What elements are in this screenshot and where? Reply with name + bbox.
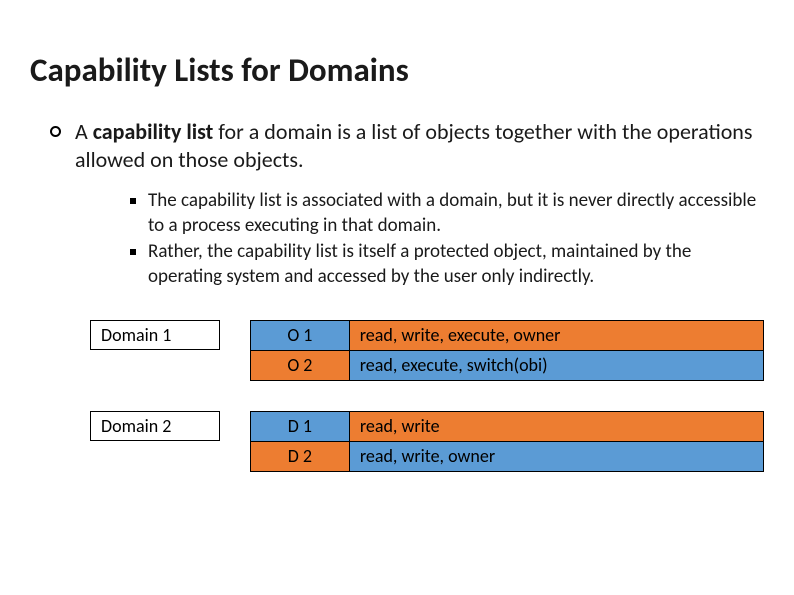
square-bullet-icon (130, 249, 136, 255)
sub-bullet-list: The capability list is associated with a… (130, 189, 764, 290)
sub-bullet-text: Rather, the capability list is itself a … (148, 240, 764, 289)
main-text-pre: A (75, 118, 93, 145)
table-row: D 2 read, write, owner (251, 441, 764, 471)
capability-table: O 1 read, write, execute, owner O 2 read… (250, 320, 764, 381)
slide-title: Capability Lists for Domains (30, 50, 764, 90)
domain-block: Domain 2 D 1 read, write D 2 read, write… (90, 411, 764, 472)
sub-bullet-text: The capability list is associated with a… (148, 189, 764, 238)
domain-block: Domain 1 O 1 read, write, execute, owner… (90, 320, 764, 381)
sub-bullet-item: Rather, the capability list is itself a … (130, 240, 764, 289)
object-cell: O 1 (251, 320, 350, 350)
main-bullet-item: A capability list for a domain is a list… (50, 118, 764, 173)
capability-table: D 1 read, write D 2 read, write, owner (250, 411, 764, 472)
ops-cell: read, write, owner (349, 441, 763, 471)
sub-bullet-item: The capability list is associated with a… (130, 189, 764, 238)
domain-label: Domain 2 (90, 411, 220, 441)
table-row: O 2 read, execute, switch(obi) (251, 350, 764, 380)
ops-cell: read, execute, switch(obi) (349, 350, 763, 380)
circle-bullet-icon (50, 126, 61, 137)
domain-label: Domain 1 (90, 320, 220, 350)
ops-cell: read, write, execute, owner (349, 320, 763, 350)
object-cell: D 1 (251, 411, 350, 441)
capability-tables: Domain 1 O 1 read, write, execute, owner… (90, 320, 764, 472)
object-cell: D 2 (251, 441, 350, 471)
table-row: O 1 read, write, execute, owner (251, 320, 764, 350)
main-text-bold: capability list (93, 118, 214, 145)
table-row: D 1 read, write (251, 411, 764, 441)
object-cell: O 2 (251, 350, 350, 380)
square-bullet-icon (130, 198, 136, 204)
main-bullet-text: A capability list for a domain is a list… (75, 118, 764, 173)
ops-cell: read, write (349, 411, 763, 441)
